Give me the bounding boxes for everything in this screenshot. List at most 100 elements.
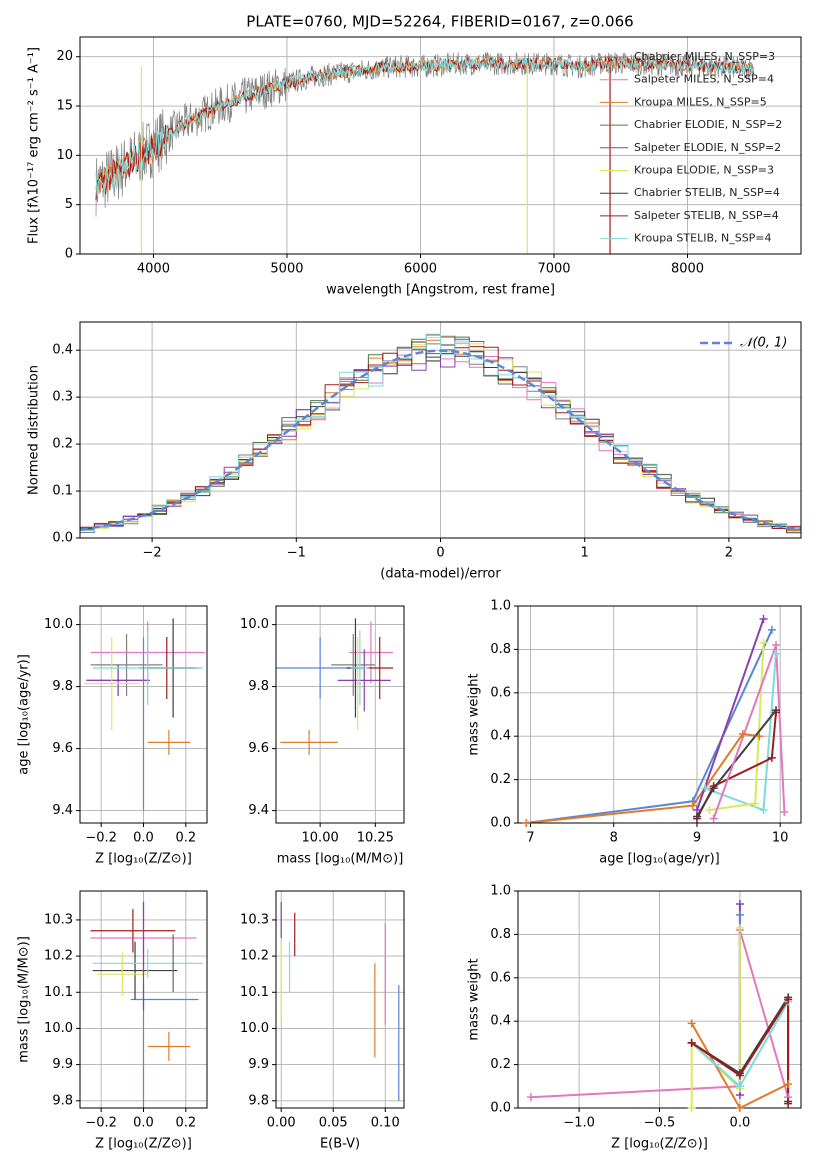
age-vs-mass-panel-plot (276, 618, 393, 755)
x-tick-label: −2 (143, 546, 162, 561)
x-axis-label: E(B-V) (320, 1137, 360, 1152)
spectrum-panel: 4000 5000 6000 7000 8000 0 5 10 15 20 wavelength [… (27, 36, 802, 298)
weight-point-marker (735, 900, 744, 909)
y-tick-label: 10.0 (44, 617, 73, 632)
weight-point-marker (687, 1038, 696, 1047)
weight-point-marker (735, 923, 744, 932)
x-tick-label: 8000 (671, 262, 704, 277)
x-tick-label: 0.2 (175, 1116, 196, 1131)
weight-point-marker (759, 638, 768, 647)
y-tick-label: 0.8 (490, 927, 511, 942)
x-tick-label: 10 (772, 831, 789, 846)
weight-point-marker (751, 799, 760, 808)
weight-vs-Z-panel-plot (530, 904, 790, 1108)
x-tick-label: −0.2 (85, 1116, 117, 1131)
age-vs-mass-panel-frame (275, 605, 405, 824)
legend-label: Salpeter STELIB, N_SSP=4 (634, 209, 779, 222)
y-tick-label: 9.9 (52, 1057, 73, 1072)
y-tick-label: 10.0 (240, 617, 269, 632)
x-tick-label: 6000 (404, 262, 437, 277)
weight-point-marker (735, 910, 744, 919)
spectrum-data-line (95, 51, 755, 217)
y-tick-label: 10.2 (240, 949, 269, 964)
x-tick-label: −1 (287, 546, 306, 561)
spectrum-panel-plot (95, 51, 755, 254)
y-axis-label: age [log₁₀(age/yr)] (17, 654, 32, 775)
y-tick-label: 0 (65, 247, 73, 262)
weight-series-line (696, 618, 765, 811)
age-vs-Z-panel: −0.2 0.0 0.2 9.4 9.6 9.8 10.0 Z [log₁₀(Z/Z⊙)] ag… (17, 605, 208, 867)
age-vs-mass-panel-bg (276, 606, 404, 823)
y-tick-label: 9.8 (52, 679, 73, 694)
x-tick-label: 0.05 (319, 1116, 348, 1131)
y-tick-label: 9.8 (248, 1093, 269, 1108)
x-tick-label: −1.0 (563, 1116, 595, 1131)
weight-point-marker (709, 784, 718, 793)
mass-vs-ebv-panel-frame (275, 890, 405, 1109)
weight-point-marker (735, 1104, 744, 1112)
x-tick-label: 10.25 (357, 831, 394, 846)
y-tick-label: 0.6 (490, 970, 511, 985)
y-tick-label: 10.2 (44, 949, 73, 964)
weight-point-marker (767, 625, 776, 634)
x-tick-label: 10.00 (302, 831, 339, 846)
y-tick-label: 9.9 (248, 1057, 269, 1072)
weight-vs-age-panel-frame (517, 605, 802, 824)
y-tick-label: 9.6 (52, 741, 73, 756)
age-vs-mass-panel: 10.00 10.25 9.4 9.6 9.8 10.0 mass [log₁₀(M/M⊙)… (240, 605, 405, 867)
weight-point-marker (759, 615, 768, 624)
legend-label: Chabrier STELIB, N_SSP=4 (634, 186, 780, 199)
y-tick-label: 0.1 (52, 484, 73, 499)
x-tick-label: 9 (693, 831, 701, 846)
age-vs-Z-panel-plot (84, 618, 205, 811)
y-tick-label: 15 (56, 99, 73, 114)
x-tick-label: 2 (725, 546, 733, 561)
weight-point-marker (705, 805, 714, 814)
y-tick-label: 10.0 (44, 1021, 73, 1036)
x-axis-label: Z [log₁₀(Z/Z⊙)] (95, 852, 192, 867)
mass-vs-Z-panel: −0.2 0.0 0.2 9.8 9.9 10.0 10.1 10.2 10.3 Z [log₁₀… (17, 890, 208, 1152)
y-axis-label: mass weight (467, 958, 482, 1040)
weight-point-marker (784, 995, 793, 1004)
mass-vs-ebv-panel-bg (276, 891, 404, 1108)
y-tick-label: 9.8 (52, 1093, 73, 1108)
weight-point-marker (701, 784, 710, 793)
legend-label: Kroupa MILES, N_SSP=5 (634, 95, 767, 108)
y-tick-label: 1.0 (490, 884, 511, 899)
weight-point-marker (784, 1080, 793, 1089)
weight-point-marker (688, 801, 697, 810)
weight-point-marker (687, 1104, 696, 1112)
weight-point-marker (767, 753, 776, 762)
x-tick-label: −0.5 (644, 1116, 676, 1131)
y-tick-label: 1.0 (490, 599, 511, 614)
weight-point-marker (784, 1099, 793, 1108)
weight-series-line (690, 1022, 789, 1108)
x-tick-label: 5000 (270, 262, 303, 277)
weight-point-marker (772, 706, 781, 715)
weight-point-marker (735, 1082, 744, 1091)
spectrum-panel-frame (79, 36, 802, 255)
x-tick-label: 0 (436, 546, 444, 561)
y-tick-label: 9.4 (248, 803, 269, 818)
x-tick-label: 0.0 (133, 1116, 154, 1131)
y-tick-label: 5 (65, 197, 73, 212)
x-tick-label: 4000 (137, 262, 170, 277)
weight-vs-age-panel: 7 8 9 10 0.0 0.2 0.4 0.6 0.8 1.0 age [log₁₀(age/yr… (467, 599, 802, 867)
spectrum-model-line (95, 57, 755, 197)
weight-point-marker (772, 641, 781, 650)
normal-curve (80, 349, 801, 531)
x-tick-label: 0.10 (371, 1116, 400, 1131)
y-tick-label: 0.6 (490, 685, 511, 700)
weight-point-marker (759, 805, 768, 814)
mass-vs-ebv-panel: 0.00 0.05 0.10 9.8 9.9 10.0 10.1 10.2 10.3 E(B-V) (240, 890, 405, 1152)
y-tick-label: 0.4 (490, 1014, 511, 1029)
x-tick-label: 7000 (537, 262, 570, 277)
legend-label: Chabrier ELODIE, N_SSP=2 (634, 118, 782, 131)
x-tick-label: 0.2 (175, 831, 196, 846)
legend-label: Kroupa STELIB, N_SSP=4 (634, 232, 772, 245)
mass-vs-Z-panel-plot (90, 901, 203, 1108)
figure-title: PLATE=0760, MJD=52264, FIBERID=0167, z=0… (246, 13, 633, 31)
weight-point-marker (780, 808, 789, 817)
y-tick-label: 0.4 (52, 343, 73, 358)
x-tick-label: 0.0 (133, 831, 154, 846)
